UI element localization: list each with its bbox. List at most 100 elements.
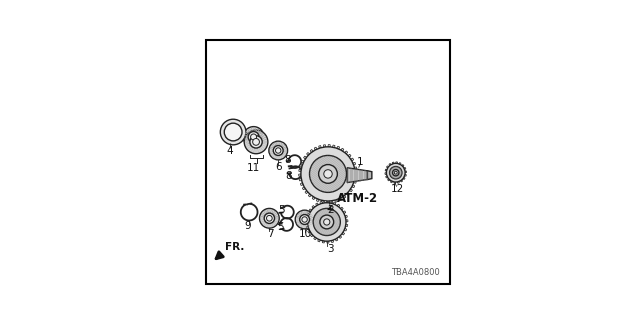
Text: 6: 6: [276, 162, 282, 172]
Circle shape: [387, 163, 405, 182]
Polygon shape: [399, 163, 401, 164]
Polygon shape: [323, 145, 326, 147]
Polygon shape: [310, 234, 313, 237]
Circle shape: [243, 127, 264, 147]
Circle shape: [264, 213, 275, 223]
Text: 5: 5: [277, 222, 284, 232]
Circle shape: [220, 119, 246, 145]
Text: 12: 12: [391, 184, 404, 194]
Circle shape: [266, 215, 272, 221]
Polygon shape: [355, 172, 357, 174]
Polygon shape: [327, 241, 329, 243]
Text: ATM-2: ATM-2: [328, 192, 378, 210]
Circle shape: [259, 208, 279, 228]
Polygon shape: [394, 182, 396, 184]
Text: 9: 9: [244, 221, 252, 231]
Polygon shape: [389, 164, 391, 165]
Polygon shape: [387, 166, 388, 168]
Polygon shape: [348, 168, 367, 182]
Circle shape: [244, 130, 268, 154]
Polygon shape: [351, 158, 354, 161]
Circle shape: [253, 139, 259, 145]
Circle shape: [301, 147, 355, 201]
Circle shape: [393, 170, 401, 178]
Polygon shape: [310, 149, 313, 153]
Polygon shape: [346, 220, 348, 222]
Polygon shape: [326, 201, 328, 203]
Text: 8: 8: [285, 171, 291, 181]
Polygon shape: [343, 211, 346, 214]
Polygon shape: [340, 207, 343, 210]
Polygon shape: [405, 171, 406, 173]
Circle shape: [251, 134, 257, 140]
Polygon shape: [312, 196, 315, 200]
Polygon shape: [345, 215, 348, 218]
Polygon shape: [335, 200, 337, 202]
Polygon shape: [392, 162, 394, 164]
Circle shape: [248, 132, 259, 142]
Polygon shape: [388, 179, 390, 181]
Polygon shape: [339, 198, 342, 201]
Polygon shape: [342, 232, 344, 235]
Polygon shape: [330, 201, 333, 203]
Text: 10: 10: [299, 229, 312, 239]
Polygon shape: [343, 195, 346, 198]
Polygon shape: [331, 240, 333, 243]
Polygon shape: [308, 230, 310, 233]
Polygon shape: [346, 192, 349, 195]
Text: 2: 2: [327, 205, 334, 215]
Circle shape: [300, 215, 310, 224]
Polygon shape: [307, 213, 310, 216]
Polygon shape: [397, 181, 399, 183]
Polygon shape: [305, 222, 308, 224]
Polygon shape: [337, 204, 340, 207]
Polygon shape: [402, 164, 404, 167]
Polygon shape: [332, 145, 335, 148]
Polygon shape: [328, 145, 330, 147]
Polygon shape: [318, 239, 321, 242]
Polygon shape: [348, 154, 351, 157]
Polygon shape: [300, 164, 302, 167]
Circle shape: [273, 146, 283, 156]
Polygon shape: [337, 146, 340, 149]
Polygon shape: [354, 180, 356, 183]
Polygon shape: [344, 228, 347, 231]
Polygon shape: [324, 201, 327, 203]
Polygon shape: [301, 160, 304, 163]
Text: TBA4A0800: TBA4A0800: [392, 268, 440, 277]
Circle shape: [313, 208, 340, 236]
Polygon shape: [306, 218, 308, 220]
Polygon shape: [355, 176, 357, 179]
Polygon shape: [333, 202, 336, 205]
Polygon shape: [309, 209, 312, 212]
Polygon shape: [346, 224, 348, 227]
Circle shape: [392, 170, 399, 176]
Polygon shape: [385, 169, 387, 171]
Polygon shape: [307, 153, 310, 156]
Polygon shape: [314, 237, 317, 240]
Polygon shape: [319, 146, 321, 148]
Polygon shape: [335, 238, 338, 241]
Polygon shape: [323, 241, 324, 243]
Polygon shape: [314, 147, 317, 150]
Polygon shape: [341, 148, 344, 151]
Polygon shape: [299, 174, 301, 176]
Polygon shape: [312, 205, 315, 208]
Circle shape: [308, 203, 346, 241]
Text: 5: 5: [278, 205, 285, 215]
Polygon shape: [353, 162, 356, 165]
Polygon shape: [316, 203, 319, 206]
Polygon shape: [355, 167, 357, 170]
Text: 7: 7: [267, 229, 273, 239]
Polygon shape: [300, 183, 303, 186]
Polygon shape: [386, 176, 388, 178]
Polygon shape: [339, 236, 342, 238]
Polygon shape: [306, 226, 308, 229]
Text: 1: 1: [356, 157, 364, 167]
Circle shape: [224, 123, 242, 141]
Text: 4: 4: [227, 146, 234, 156]
Polygon shape: [308, 194, 311, 197]
Circle shape: [295, 210, 314, 229]
Circle shape: [394, 171, 397, 174]
Polygon shape: [404, 174, 406, 176]
